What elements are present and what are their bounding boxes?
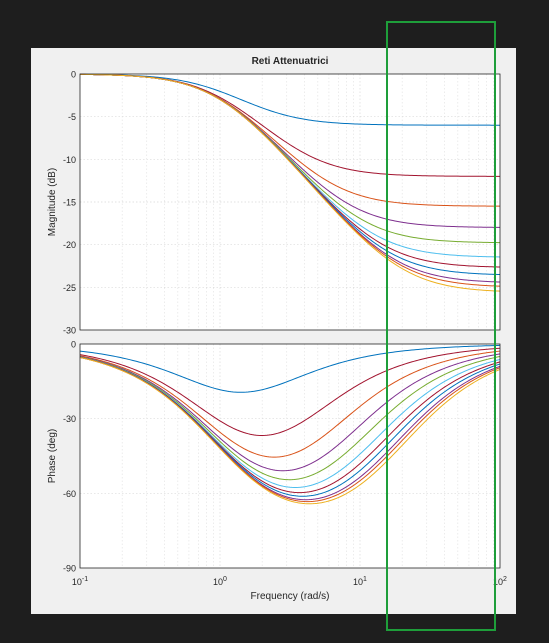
magnitude-ylabel: Magnitude (dB) [47, 168, 58, 236]
y-tick-label: -20 [63, 240, 76, 250]
magnitude-grid [80, 74, 500, 330]
phase-axes-background [80, 344, 500, 568]
phase-series-line-2 [79, 347, 501, 436]
y-tick-label: -25 [63, 283, 76, 293]
magnitude-series-line-1 [79, 73, 500, 126]
x-tick-label: 10-1 [72, 576, 88, 587]
chart-title: Reti Attenuatrici [252, 56, 329, 67]
phase-series [79, 344, 501, 505]
phase-series-line-11 [79, 356, 501, 505]
phase-plot: 0 -30 -60 -90 Phase (deg) [47, 340, 501, 574]
phase-grid [80, 344, 500, 568]
y-tick-label: -90 [63, 564, 76, 574]
y-tick-label: -30 [63, 326, 76, 336]
y-tick-label: -10 [63, 155, 76, 165]
x-tick-labels: 10-1 100 101 102 [72, 576, 507, 587]
phase-y-ticks: 0 -30 -60 -90 [63, 340, 76, 574]
highlight-box [386, 21, 496, 631]
phase-axes-frame [79, 343, 501, 569]
magnitude-series-line-11 [79, 73, 501, 292]
magnitude-y-ticks: 0 -5 -10 -15 -20 -25 -30 [63, 70, 76, 336]
x-tick-label: 101 [353, 576, 367, 587]
magnitude-plot: 0 -5 -10 -15 -20 -25 -30 Magnitude (dB) [47, 70, 501, 336]
phase-series-line-5 [79, 355, 501, 481]
phase-series-line-1 [79, 344, 501, 393]
y-tick-label: -60 [63, 489, 76, 499]
y-tick-label: 0 [71, 70, 76, 80]
phase-ylabel: Phase (deg) [47, 429, 58, 483]
x-axis-label: Frequency (rad/s) [251, 591, 330, 602]
y-tick-label: -30 [63, 414, 76, 424]
x-tick-label: 100 [213, 576, 227, 587]
magnitude-series [79, 73, 501, 292]
y-tick-label: -15 [63, 198, 76, 208]
magnitude-axes-frame [79, 73, 501, 331]
y-tick-label: -5 [68, 112, 76, 122]
phase-series-line-3 [79, 350, 501, 458]
y-tick-label: 0 [71, 340, 76, 350]
phase-series-line-4 [79, 353, 501, 472]
x-tick-label: 102 [493, 576, 507, 587]
